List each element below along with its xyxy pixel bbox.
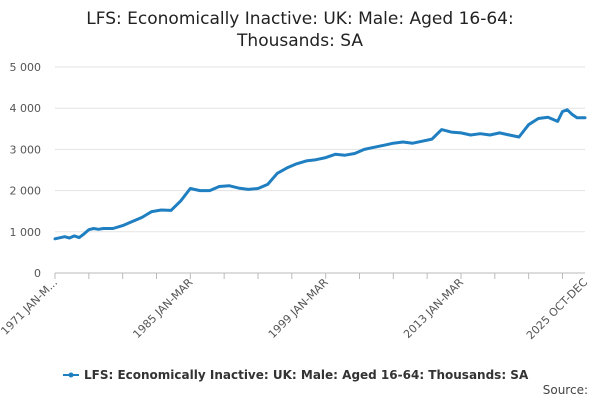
legend-swatch-marker <box>68 372 74 378</box>
y-tick-label: 4 000 <box>10 102 42 115</box>
y-tick-label: 5 000 <box>10 61 42 74</box>
x-tick-label: 2025 OCT-DEC <box>524 276 590 342</box>
legend[interactable]: LFS: Economically Inactive: UK: Male: Ag… <box>63 368 529 382</box>
series-layer <box>53 108 587 241</box>
y-tick-label: 3 000 <box>10 143 42 156</box>
legend-label: LFS: Economically Inactive: UK: Male: Ag… <box>84 368 529 382</box>
x-tick-label: 1999 JAN-MAR <box>266 276 331 341</box>
x-axis-ticks: 1971 JAN-M... 1985 JAN-MAR 1999 JAN-MAR 201… <box>0 273 590 342</box>
y-axis-ticks: 0 1 000 2 000 3 000 4 000 5 000 <box>10 61 42 280</box>
series-line[interactable] <box>53 108 587 241</box>
y-tick-label: 1 000 <box>10 226 42 239</box>
x-tick-label: 1985 JAN-MAR <box>130 276 195 341</box>
y-tick-label: 0 <box>34 267 41 280</box>
x-tick-label: 1971 JAN-M... <box>0 276 60 338</box>
source-label: Source: <box>543 383 588 397</box>
chart-title-line-2: Thousands: SA <box>236 31 363 51</box>
gridlines <box>55 66 585 233</box>
y-tick-label: 2 000 <box>10 185 42 198</box>
chart-title-line-1: LFS: Economically Inactive: UK: Male: Ag… <box>86 9 513 29</box>
x-tick-label: 2013 JAN-MAR <box>401 276 466 341</box>
